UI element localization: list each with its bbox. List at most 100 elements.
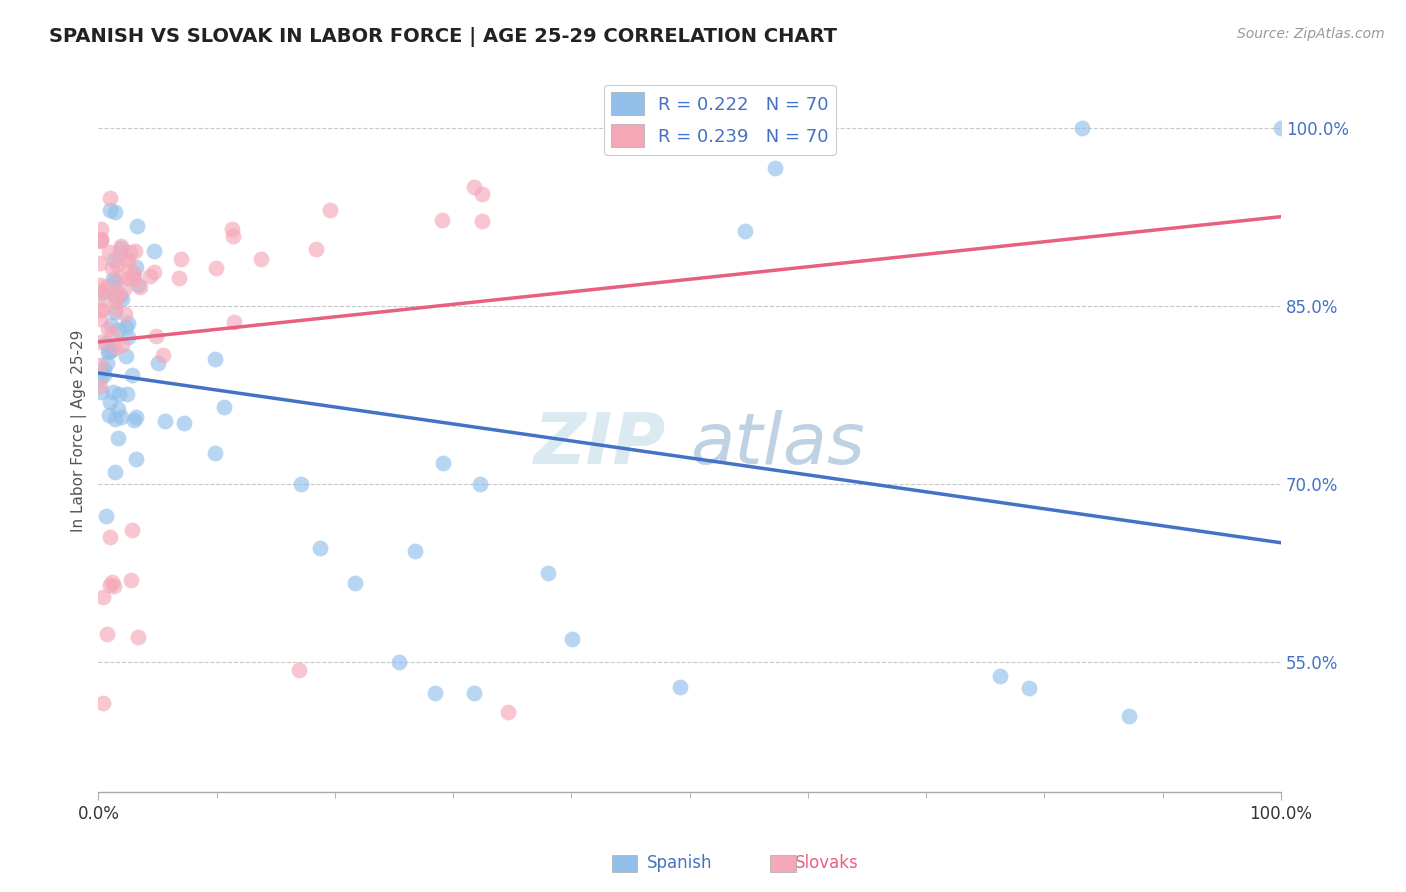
Point xyxy=(98,244,121,259)
Point xyxy=(107,431,129,445)
Point xyxy=(105,285,128,299)
Point xyxy=(89,256,111,270)
Point xyxy=(89,312,111,326)
Point xyxy=(122,413,145,427)
Point xyxy=(127,630,149,644)
Point xyxy=(91,283,114,297)
Point xyxy=(152,348,174,362)
Point xyxy=(101,327,124,342)
Point xyxy=(108,245,131,260)
Point xyxy=(115,349,138,363)
Point xyxy=(463,685,485,699)
Point xyxy=(204,446,226,460)
Point xyxy=(104,274,127,288)
Point xyxy=(1018,681,1040,695)
Point xyxy=(98,191,121,205)
Point xyxy=(111,337,134,351)
Point xyxy=(222,228,245,243)
Point xyxy=(100,318,122,333)
Point xyxy=(110,239,132,253)
Point xyxy=(104,465,127,479)
Point xyxy=(120,573,142,587)
Point xyxy=(468,477,491,491)
Point xyxy=(117,271,139,285)
Point xyxy=(125,260,148,275)
Point xyxy=(101,260,124,275)
Point xyxy=(537,566,560,580)
Text: ZIP: ZIP xyxy=(534,410,666,479)
Point xyxy=(103,252,125,267)
Point xyxy=(101,575,124,590)
Point xyxy=(97,408,120,422)
Point xyxy=(668,680,690,694)
Point xyxy=(90,302,112,317)
Point xyxy=(122,268,145,283)
Point xyxy=(90,335,112,350)
Point xyxy=(100,343,122,357)
Point xyxy=(96,279,118,293)
Point xyxy=(115,319,138,334)
Point xyxy=(118,244,141,259)
Point xyxy=(125,410,148,425)
Point xyxy=(107,323,129,337)
Point xyxy=(463,179,485,194)
Point xyxy=(734,224,756,238)
Point xyxy=(89,235,111,249)
Point xyxy=(143,265,166,279)
Point xyxy=(101,272,124,286)
Point xyxy=(173,416,195,430)
Point xyxy=(145,329,167,343)
Point xyxy=(388,655,411,669)
Legend: R = 0.222   N = 70, R = 0.239   N = 70: R = 0.222 N = 70, R = 0.239 N = 70 xyxy=(605,85,837,154)
Point xyxy=(93,361,115,376)
Point xyxy=(108,387,131,401)
Point xyxy=(153,414,176,428)
Point xyxy=(111,292,134,306)
Point xyxy=(167,271,190,285)
Y-axis label: In Labor Force | Age 25-29: In Labor Force | Age 25-29 xyxy=(72,329,87,532)
Point xyxy=(104,288,127,302)
Point xyxy=(97,322,120,336)
Point xyxy=(97,345,120,359)
Point xyxy=(90,385,112,400)
Point xyxy=(1270,120,1292,135)
Point xyxy=(122,266,145,280)
Point xyxy=(89,379,111,393)
Point xyxy=(107,401,129,416)
Point xyxy=(1071,120,1094,135)
Point xyxy=(124,244,146,258)
Text: Spanish: Spanish xyxy=(647,855,713,872)
Point xyxy=(91,292,114,306)
Point xyxy=(98,343,121,358)
Point xyxy=(125,219,148,233)
Point xyxy=(763,161,786,175)
Point xyxy=(249,252,271,267)
Point xyxy=(170,252,193,266)
Point xyxy=(304,243,326,257)
Point xyxy=(90,231,112,245)
Point xyxy=(117,255,139,269)
Point xyxy=(224,315,246,329)
Point xyxy=(89,370,111,384)
Point xyxy=(98,395,121,409)
Point xyxy=(319,202,342,217)
Point xyxy=(988,669,1011,683)
Point xyxy=(103,579,125,593)
Point xyxy=(104,302,127,317)
Point xyxy=(90,222,112,236)
Point xyxy=(561,632,583,647)
Point xyxy=(117,316,139,330)
Point xyxy=(112,282,135,296)
Point xyxy=(138,269,160,284)
Point xyxy=(89,278,111,293)
Point xyxy=(121,523,143,537)
Point xyxy=(91,697,114,711)
Point xyxy=(110,409,132,424)
Point xyxy=(105,258,128,272)
Point xyxy=(110,269,132,284)
Point xyxy=(146,356,169,370)
Point xyxy=(91,286,114,301)
Point xyxy=(96,356,118,370)
Text: SPANISH VS SLOVAK IN LABOR FORCE | AGE 25-29 CORRELATION CHART: SPANISH VS SLOVAK IN LABOR FORCE | AGE 2… xyxy=(49,27,837,46)
Point xyxy=(105,288,128,302)
